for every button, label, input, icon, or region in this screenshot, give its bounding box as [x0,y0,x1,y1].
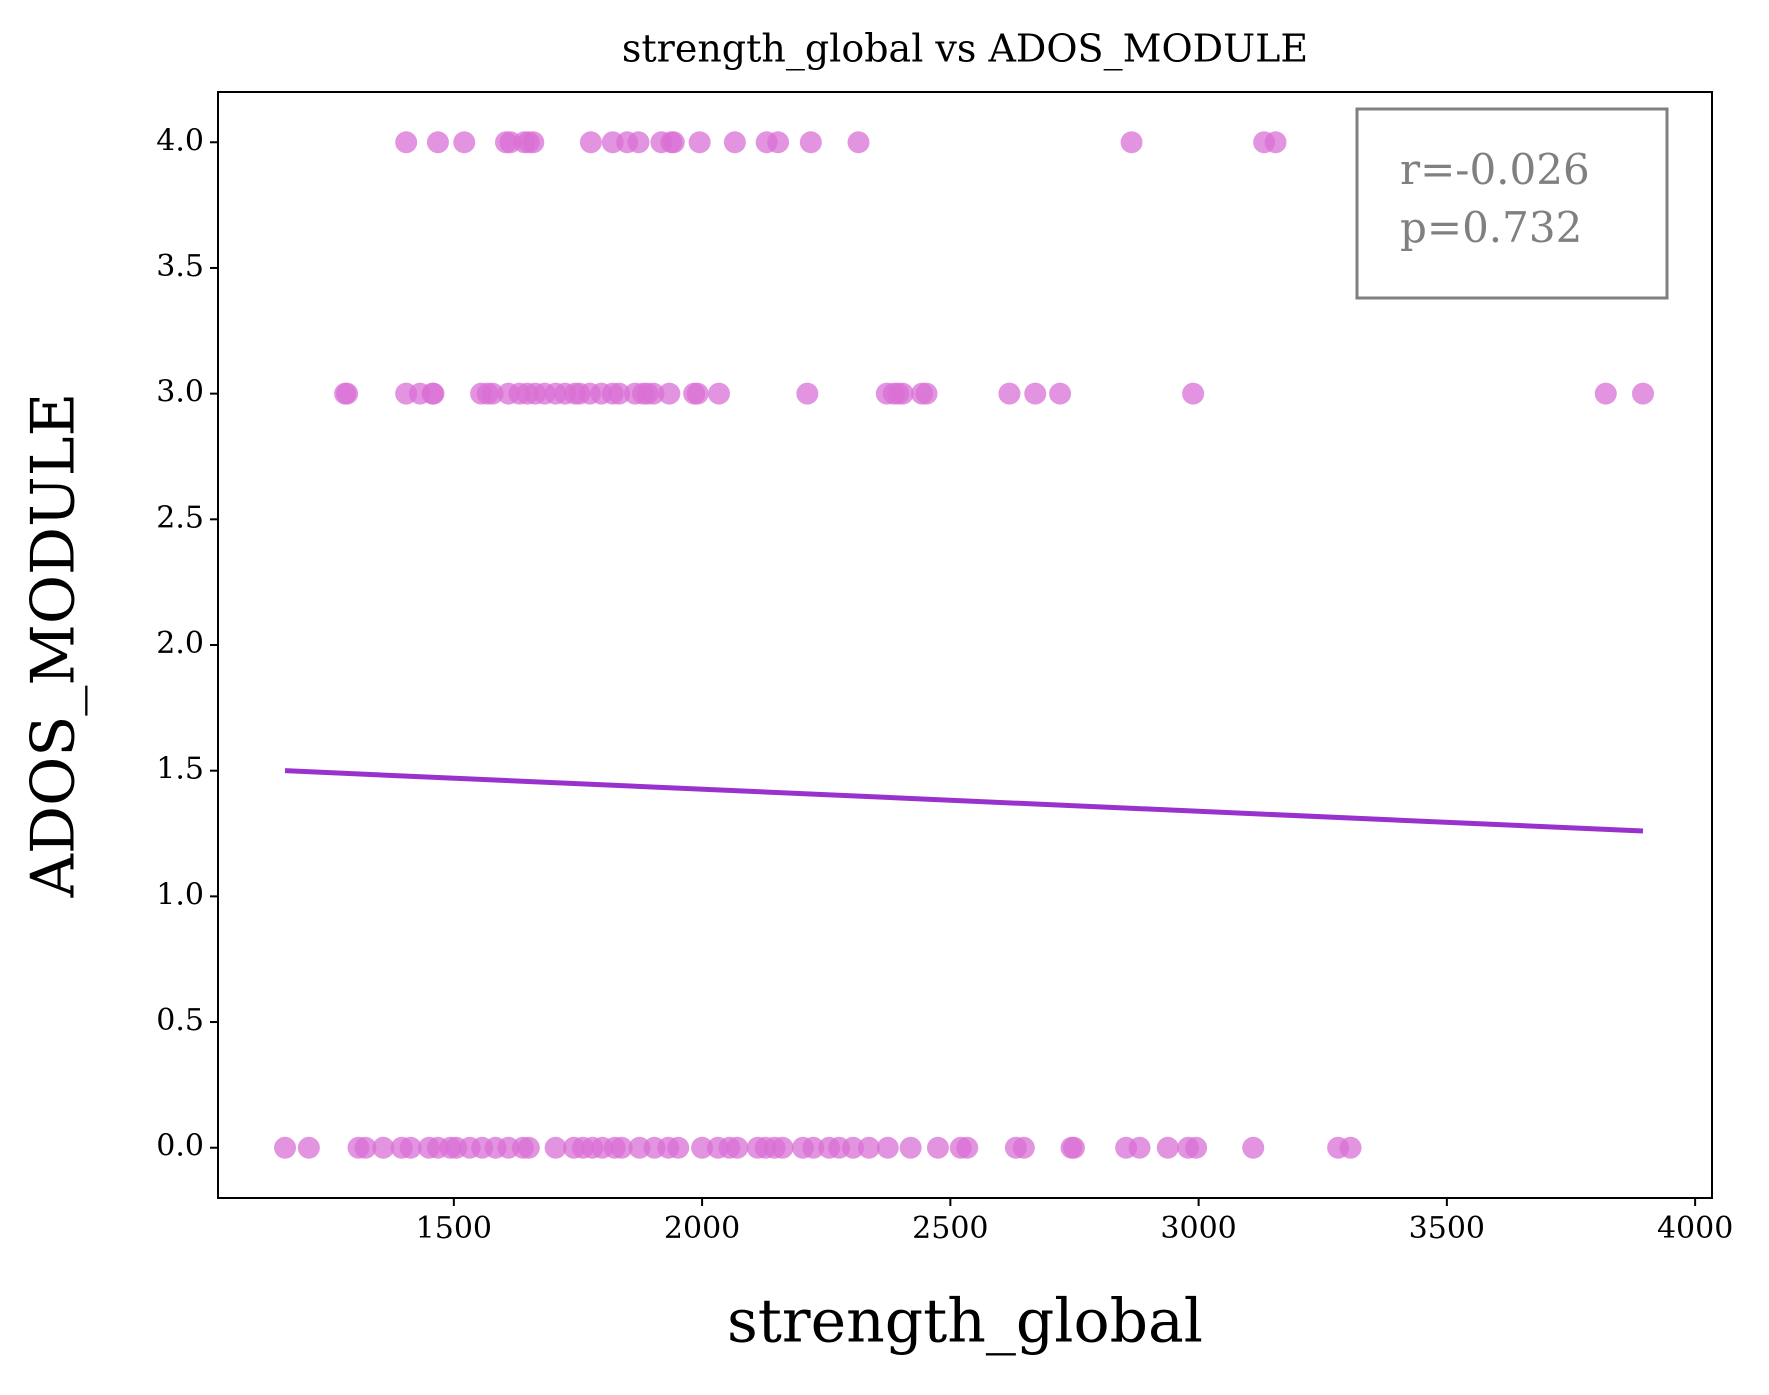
y-tick-label: 3.0 [156,375,204,410]
point [998,382,1021,405]
point [691,1136,714,1159]
point [1049,382,1072,405]
point [956,1136,979,1159]
point [796,382,819,405]
point [662,131,685,154]
point [915,382,938,405]
point [1128,1136,1151,1159]
point [336,382,359,405]
point [842,1136,865,1159]
point [686,382,709,405]
x-tick-label: 2000 [664,1211,740,1246]
point [767,131,790,154]
point [395,131,418,154]
x-tick-label: 3500 [1409,1211,1485,1246]
y-tick-label: 4.0 [156,123,204,158]
point [1339,1136,1362,1159]
point [372,1136,395,1159]
point [642,382,665,405]
point [1156,1136,1179,1159]
point [522,131,545,154]
point [399,1136,422,1159]
point [1594,382,1617,405]
point [876,1136,899,1159]
x-tick-label: 3000 [1160,1211,1236,1246]
point [726,1136,749,1159]
point [723,131,746,154]
annotation: p=0.732 [1400,203,1582,252]
point [627,131,650,154]
y-tick-label: 3.5 [156,249,204,284]
point [707,382,730,405]
y-tick-label: 2.5 [156,500,204,535]
point [1631,382,1654,405]
point [857,1136,880,1159]
point [891,382,914,405]
y-tick-label: 1.0 [156,877,204,912]
point [658,382,681,405]
point [544,1136,567,1159]
point [297,1136,320,1159]
chart-title: strength_global vs ADOS_MODULE [622,27,1308,72]
y-axis-label: ADOS_MODULE [19,393,89,899]
point [1242,1136,1265,1159]
point [608,382,631,405]
y-tick-label: 2.0 [156,626,204,661]
point [1185,1136,1208,1159]
point [847,131,870,154]
y-tick-label: 1.5 [156,752,204,787]
point [1062,1136,1085,1159]
point [771,1136,794,1159]
point [899,1136,922,1159]
point [1024,382,1047,405]
y-tick-label: 0.0 [156,1129,204,1164]
point [1264,131,1287,154]
point [1182,382,1205,405]
point [481,382,504,405]
point [274,1136,297,1159]
regression-line [284,768,1644,834]
point [579,131,602,154]
x-tick-label: 2500 [912,1211,988,1246]
point [688,131,711,154]
point [667,1136,690,1159]
point [799,131,822,154]
x-axis-label: strength_global [727,1287,1203,1357]
point [453,131,476,154]
point [354,1136,377,1159]
point [610,1136,633,1159]
point [426,131,449,154]
point [802,1136,825,1159]
point [422,382,445,405]
point [1120,131,1143,154]
point [1012,1136,1035,1159]
x-tick-label: 1500 [416,1211,492,1246]
y-tick-label: 0.5 [156,1003,204,1038]
x-tick-label: 4000 [1657,1211,1733,1246]
point [517,1136,540,1159]
annotation-box [1355,107,1669,300]
point [926,1136,949,1159]
annotation: r=-0.026 [1400,145,1590,194]
